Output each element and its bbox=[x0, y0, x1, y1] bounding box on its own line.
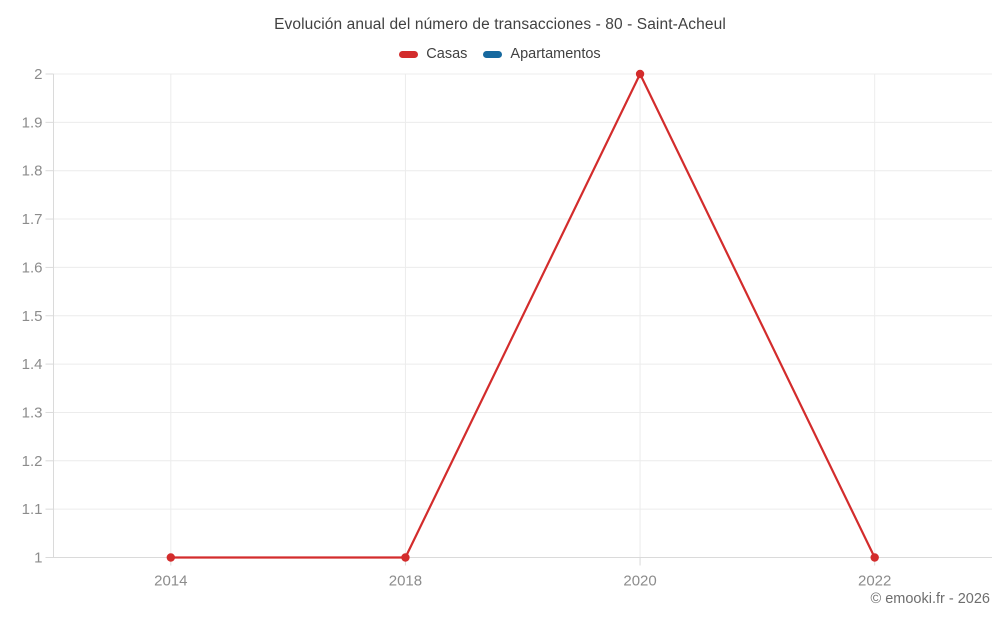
x-tick-label: 2014 bbox=[154, 573, 187, 590]
y-tick-label: 1.6 bbox=[22, 259, 43, 276]
y-tick-label: 2 bbox=[34, 66, 42, 83]
y-tick-label: 1.4 bbox=[22, 356, 43, 373]
y-tick-label: 1.3 bbox=[22, 404, 43, 421]
y-tick-label: 1.9 bbox=[22, 114, 43, 131]
y-tick-label: 1.8 bbox=[22, 163, 43, 180]
data-point-casas[interactable] bbox=[870, 553, 879, 562]
y-tick-label: 1.5 bbox=[22, 308, 43, 325]
series-line-casas bbox=[169, 72, 876, 559]
y-tick-label: 1.1 bbox=[22, 501, 43, 518]
y-tick-label: 1.2 bbox=[22, 453, 43, 470]
legend-item-apartamentos[interactable]: Apartamentos bbox=[483, 46, 601, 62]
chart-legend: Casas Apartamentos bbox=[0, 46, 1000, 62]
y-tick-label: 1 bbox=[34, 550, 42, 567]
legend-label-casas: Casas bbox=[426, 46, 468, 62]
legend-label-apartamentos: Apartamentos bbox=[510, 46, 601, 62]
copyright-credit: © emooki.fr - 2026 bbox=[870, 591, 990, 607]
data-point-casas[interactable] bbox=[166, 553, 176, 562]
chart-title: Evolución anual del número de transaccio… bbox=[274, 16, 726, 33]
x-tick-label: 2020 bbox=[623, 573, 656, 590]
legend-item-casas[interactable]: Casas bbox=[399, 46, 467, 62]
y-tick-label: 1.7 bbox=[22, 211, 43, 228]
legend-swatch-apartamentos bbox=[483, 50, 503, 58]
x-tick-label: 2018 bbox=[389, 573, 422, 590]
x-tick-label: 2022 bbox=[858, 573, 891, 590]
data-point-casas[interactable] bbox=[635, 69, 645, 79]
legend-swatch-casas bbox=[399, 50, 419, 58]
data-point-casas[interactable] bbox=[401, 553, 410, 562]
